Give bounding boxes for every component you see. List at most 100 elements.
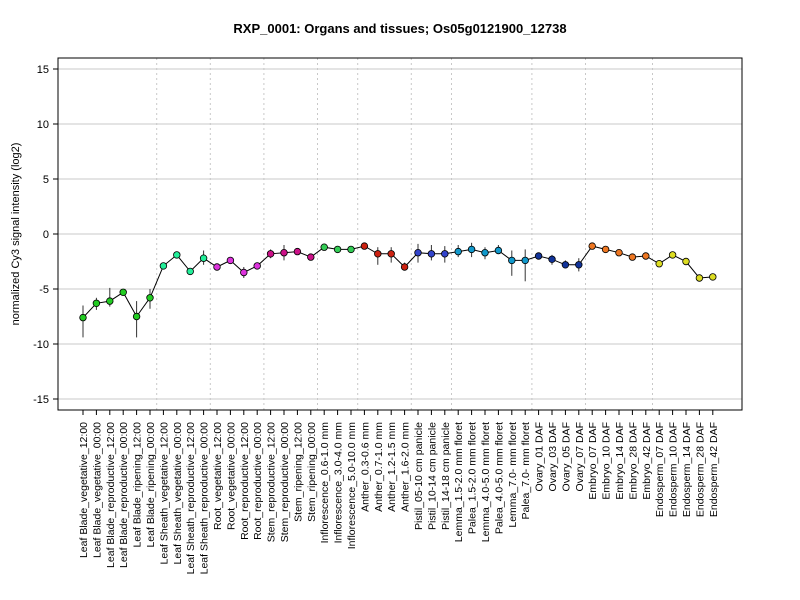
x-tick-label: Leaf Sheath_reproductive_12:00: [185, 422, 197, 575]
group-separators: [156, 58, 653, 410]
data-point: [333, 245, 342, 254]
x-tick-label: Inflorescence_5.0-10.0 mm: [346, 422, 358, 549]
data-point: [199, 254, 208, 262]
data-point: [347, 245, 355, 254]
data-point: [266, 250, 275, 258]
x-tick-label: Anther_0.7-1.0 mm: [373, 422, 385, 512]
x-tick-label: Leaf Sheath_vegetative_12:00: [158, 422, 170, 565]
x-tick-label: Endosperm_14 DAF: [681, 422, 693, 517]
x-tick-label: Root_vegetative_00:00: [225, 422, 237, 530]
y-tick-label: 10: [37, 119, 49, 131]
x-tick-label: Endosperm_28 DAF: [694, 422, 706, 517]
data-point: [508, 256, 516, 265]
data-point: [709, 273, 717, 281]
data-point: [132, 312, 141, 321]
data-point: [454, 247, 462, 256]
x-tick-label: Endosperm_42 DAF: [708, 422, 720, 517]
data-point: [400, 263, 409, 271]
x-tick-label: Stem_reproductive_12:00: [266, 422, 278, 542]
data-point: [253, 262, 261, 270]
x-tick-label: Stem_ripening_00:00: [306, 422, 318, 522]
x-tick-label: Embryo_07 DAF: [587, 422, 599, 500]
data-point: [79, 313, 87, 322]
y-axis-label: normalized Cy3 signal intensity (log2): [10, 143, 22, 326]
y-tick-label: 0: [43, 229, 49, 241]
chart-title: RXP_0001: Organs and tissues; Os05g01219…: [233, 21, 566, 36]
data-point: [280, 248, 288, 257]
data-point: [320, 243, 328, 251]
x-tick-label: Leaf Blade_vegetative_12:00: [78, 422, 90, 558]
x-tick-label: Embryo_10 DAF: [601, 422, 613, 500]
data-point: [387, 250, 395, 258]
y-tick-label: 5: [43, 174, 49, 186]
data-point: [575, 261, 583, 269]
data-points: [79, 242, 717, 322]
x-tick-label: Anther_1.6-2.0 mm: [400, 422, 412, 512]
data-point: [106, 297, 114, 305]
data-point: [441, 250, 449, 258]
x-tick-label: Stem_reproductive_00:00: [279, 422, 291, 542]
data-point: [186, 267, 194, 276]
data-point: [642, 252, 650, 260]
data-point: [159, 262, 168, 270]
x-tick-label: Embryo_42 DAF: [641, 422, 653, 500]
x-tick-label: Endosperm_07 DAF: [654, 422, 666, 517]
x-tick-label: Root_reproductive_00:00: [252, 422, 264, 540]
x-tick-label: Leaf Blade_reproductive_12:00: [105, 422, 117, 568]
x-tick-label: Embryo_28 DAF: [627, 422, 639, 500]
x-tick-label: Embryo_14 DAF: [614, 422, 626, 500]
x-tick-label: Anther_0.3-0.6 mm: [359, 422, 371, 512]
x-tick-label: Palea_4.0-5.0 mm floret: [493, 422, 505, 534]
x-tick-label: Ovary_07 DAF: [574, 422, 586, 491]
data-point: [668, 251, 677, 259]
x-tick-label: Anther_1.2-1.5 mm: [386, 422, 398, 512]
data-point: [119, 288, 127, 296]
x-tick-label: Inflorescence_3.0-4.0 mm: [333, 422, 345, 544]
data-point: [293, 247, 302, 256]
data-point: [561, 261, 570, 269]
x-tick-label: Lemma_4.0-5.0 mm floret: [480, 422, 492, 542]
data-point: [682, 257, 690, 266]
x-tick-label: Pistil_10-14 cm panicle: [426, 422, 438, 530]
x-tick-label: Ovary_05 DAF: [560, 422, 572, 491]
x-tick-label: Stem_ripening_12:00: [292, 422, 304, 522]
x-tick-label: Pistil_14-18 cm panicle: [440, 422, 452, 530]
data-point: [427, 250, 436, 258]
data-point: [655, 260, 663, 268]
x-tick-label: Leaf Blade_reproductive_00:00: [118, 422, 130, 568]
data-point: [467, 245, 476, 254]
x-tick-label: Lemma_1.5-2.0 mm floret: [453, 422, 465, 542]
data-point: [534, 252, 543, 260]
data-point: [481, 248, 489, 257]
x-tick-label: Ovary_03 DAF: [547, 422, 559, 491]
x-tick-label: Ovary_01 DAF: [534, 422, 546, 491]
data-point: [240, 268, 248, 277]
data-point: [307, 253, 315, 261]
x-tick-label: Root_reproductive_12:00: [239, 422, 251, 540]
y-axis: 15 10 5 0 -5 -10 -15: [33, 64, 58, 406]
data-point: [146, 294, 154, 302]
grid: [58, 68, 742, 400]
x-tick-label: Leaf Sheath_vegetative_00:00: [172, 422, 184, 565]
data-point: [414, 248, 422, 257]
data-point: [374, 250, 382, 258]
x-tick-label: Lemma_7.0- mm floret: [507, 422, 519, 528]
y-tick-label: -10: [33, 339, 49, 351]
data-point: [628, 253, 637, 261]
x-tick-label: Pistil_05-10 cm panicle: [413, 422, 425, 530]
y-tick-label: 15: [37, 64, 49, 76]
x-tick-label: Palea_7.0- mm floret: [520, 422, 532, 520]
data-point: [615, 248, 623, 257]
data-point: [360, 242, 369, 250]
x-tick-label: Inflorescence_0.6-1.0 mm: [319, 422, 331, 544]
data-point: [521, 256, 529, 265]
data-point: [494, 246, 503, 255]
x-tick-label: Leaf Blade_ripening_12:00: [132, 422, 144, 548]
data-point: [588, 242, 596, 250]
data-point: [548, 255, 556, 263]
x-tick-label: Leaf Sheath_reproductive_00:00: [199, 422, 211, 575]
data-point: [601, 245, 610, 254]
data-point: [92, 299, 101, 307]
data-point: [695, 274, 704, 282]
